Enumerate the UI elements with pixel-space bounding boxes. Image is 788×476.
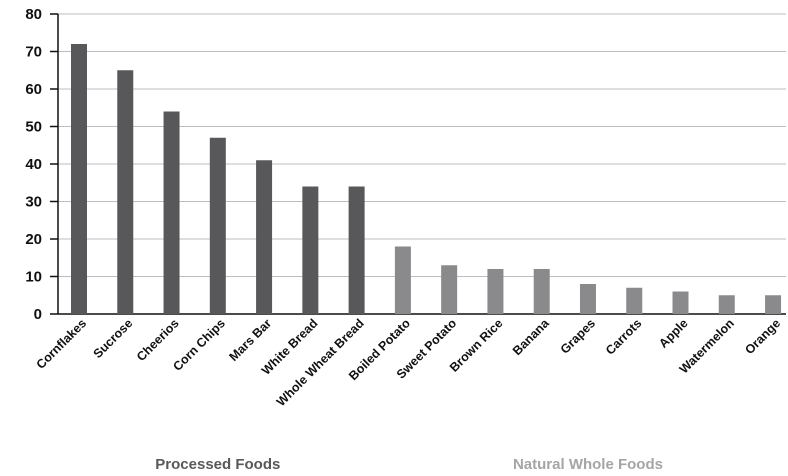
bar	[163, 111, 180, 314]
bar	[394, 246, 411, 314]
group-label: Natural Whole Foods	[513, 456, 663, 473]
group-labels: Processed Foods Natural Whole Foods	[155, 456, 663, 473]
bar	[718, 295, 735, 314]
y-tick-label: 50	[25, 119, 42, 136]
x-tick-label: Orange	[742, 316, 783, 357]
bar	[302, 186, 319, 314]
x-tick-label: Apple	[656, 316, 690, 350]
bar	[765, 295, 782, 314]
y-tick-label: 30	[25, 194, 42, 211]
bar	[626, 287, 643, 314]
bar	[579, 284, 596, 314]
bar	[348, 186, 365, 314]
bar	[533, 269, 550, 314]
bars	[71, 44, 782, 314]
y-tick-label: 10	[25, 269, 42, 286]
y-tick-label: 60	[25, 81, 42, 98]
x-tick-label: Cornflakes	[34, 316, 90, 372]
bar	[209, 137, 226, 314]
y-tick-label: 20	[25, 231, 42, 248]
y-tick-label: 80	[25, 6, 42, 23]
bar	[487, 269, 504, 314]
y-tick-label: 0	[34, 306, 42, 323]
x-tick-label: Grapes	[558, 316, 598, 356]
x-tick-label: Mars Bar	[226, 316, 274, 364]
y-tick-label: 40	[25, 156, 42, 173]
y-axis: 0 10 20 30 40 50 60 70 80	[25, 6, 786, 323]
bar	[256, 160, 273, 314]
x-tick-label: Whole Wheat Bread	[274, 316, 367, 409]
x-tick-label: Sucrose	[91, 316, 136, 361]
x-tick-label: Carrots	[603, 316, 644, 357]
y-tick-label: 70	[25, 44, 42, 61]
group-label: Processed Foods	[155, 456, 280, 473]
bar	[441, 265, 458, 314]
bar	[672, 291, 689, 314]
bar	[117, 70, 134, 314]
bar	[71, 44, 87, 314]
x-tick-label: Banana	[510, 315, 553, 358]
x-tick-label: Cheerios	[134, 316, 182, 364]
